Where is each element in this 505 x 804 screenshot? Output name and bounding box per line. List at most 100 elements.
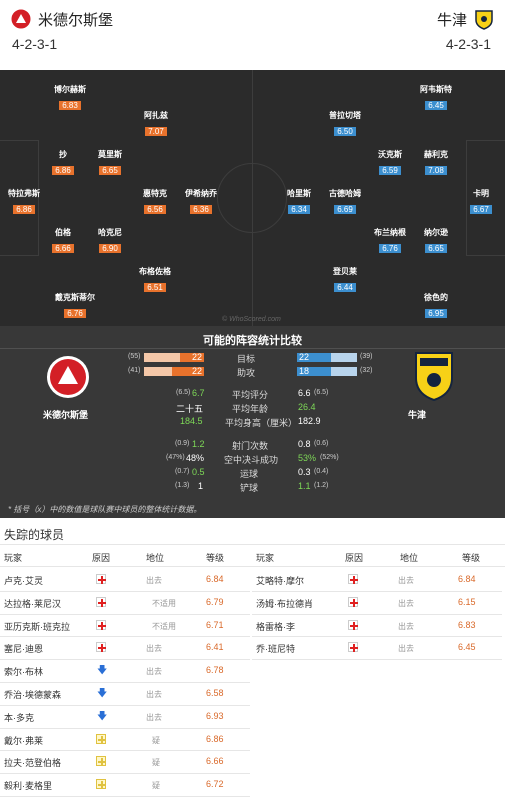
away-label: 牛津 xyxy=(408,410,427,420)
player-name[interactable]: 戴尔·弗莱 xyxy=(4,735,43,746)
injury-cross-icon xyxy=(348,642,358,653)
away-player[interactable]: 布兰纳根 6.76 xyxy=(374,227,406,256)
player-name[interactable]: 卢克·艾灵 xyxy=(4,576,43,586)
doubt-cross-icon xyxy=(96,756,106,767)
away-assists-bar xyxy=(297,367,331,376)
player-name[interactable]: 达拉格·莱尼汉 xyxy=(4,598,61,609)
player-rating: 6.58 xyxy=(206,688,224,698)
away-team[interactable]: 牛津 xyxy=(437,8,495,30)
missing-player-row[interactable]: 格雷格·李 出去 6.83 xyxy=(252,614,502,637)
away-player[interactable]: 沃克斯 6.59 xyxy=(378,149,402,178)
player-rating: 6.59 xyxy=(379,166,401,175)
shots-label: 射门次数 xyxy=(232,441,269,451)
home-player[interactable]: 阿扎兹 7.07 xyxy=(144,110,168,139)
player-name[interactable]: 艾略特·摩尔 xyxy=(256,576,304,586)
player-name[interactable]: 塞尼·迪恩 xyxy=(4,644,43,655)
col-player-away: 玩家 xyxy=(256,553,275,563)
player-name: 博尔赫斯 xyxy=(54,85,86,94)
player-status: 疑 xyxy=(152,758,160,768)
player-name: 沃克斯 xyxy=(378,150,402,159)
away-player[interactable]: 阿韦斯特 6.45 xyxy=(420,84,452,113)
home-player[interactable]: 布格佐格 6.51 xyxy=(139,266,171,295)
away-player[interactable]: 哈里斯 6.34 xyxy=(287,188,311,217)
player-name[interactable]: 乔·班尼特 xyxy=(256,644,295,655)
missing-player-row[interactable]: 乔治·埃德蒙森 🡇 出去 6.58 xyxy=(0,682,250,705)
home-penalty-box xyxy=(0,140,39,256)
missing-player-row[interactable]: 达拉格·莱尼汉 不适用 6.79 xyxy=(0,591,250,614)
player-name: 布格佐格 xyxy=(139,267,171,276)
home-player[interactable]: 伊希纳乔 6.36 xyxy=(185,188,217,217)
player-name[interactable]: 索尔·布林 xyxy=(4,667,43,678)
home-player[interactable]: 哈克尼 6.90 xyxy=(98,227,122,256)
away-player[interactable]: 纳尔逊 6.65 xyxy=(424,227,448,256)
col-rating: 等级 xyxy=(206,553,225,563)
home-player[interactable]: 博尔赫斯 6.83 xyxy=(54,84,86,113)
divider xyxy=(0,566,505,567)
missing-player-row[interactable]: 汤姆·布拉德肖 出去 6.15 xyxy=(252,591,502,614)
missing-player-row[interactable]: 戴尔·弗莱 疑 6.86 xyxy=(0,728,250,751)
home-assists-total: (41) xyxy=(128,367,141,374)
player-name: 徐色的 xyxy=(424,293,448,302)
home-team[interactable]: 米德尔斯堡 xyxy=(10,8,113,30)
away-player[interactable]: 赫利克 7.08 xyxy=(424,149,448,178)
divider xyxy=(0,750,250,752)
away-player[interactable]: 登贝莱 6.44 xyxy=(333,266,357,295)
away-player[interactable]: 普拉切塔 6.50 xyxy=(329,110,361,139)
divider xyxy=(0,544,505,545)
col-reason-away: 原因 xyxy=(345,553,364,563)
home-tackles-total: (1.3) xyxy=(175,482,190,489)
player-name[interactable]: 汤姆·布拉德肖 xyxy=(256,598,313,609)
away-tackles-total: (1.2) xyxy=(314,482,329,489)
away-avg-height: 182.9 xyxy=(298,416,321,426)
home-player[interactable]: 戴克斯蒂尔 6.76 xyxy=(55,292,95,321)
player-status: 出去 xyxy=(146,576,162,585)
player-name: 古德哈姆 xyxy=(329,189,361,198)
player-rating: 6.86 xyxy=(206,733,224,744)
player-rating: 6.84 xyxy=(206,574,224,584)
player-rating: 6.86 xyxy=(52,166,74,175)
missing-player-row[interactable]: 亚历克斯·班克拉 不适用 6.71 xyxy=(0,614,250,637)
player-name: 普拉切塔 xyxy=(329,111,361,120)
divider xyxy=(0,636,250,638)
player-rating: 6.34 xyxy=(288,205,310,214)
player-name[interactable]: 毅利·麦格里 xyxy=(4,781,52,792)
player-name[interactable]: 乔治·埃德蒙森 xyxy=(4,690,61,700)
missing-player-row[interactable]: 乔·班尼特 出去 6.45 xyxy=(252,636,502,659)
home-assists: 22 xyxy=(192,366,203,376)
missing-player-row[interactable]: 艾略特·摩尔 出去 6.84 xyxy=(252,568,502,591)
home-player[interactable]: 莫里斯 6.65 xyxy=(98,149,122,178)
missing-player-row[interactable]: 塞尼·迪恩 出去 6.41 xyxy=(0,636,250,659)
player-name[interactable]: 拉夫·范登伯格 xyxy=(4,758,61,769)
player-rating: 6.65 xyxy=(99,166,121,175)
missing-player-row[interactable]: 索尔·布林 🡇 出去 6.78 xyxy=(0,659,250,682)
player-name[interactable]: 格雷格·李 xyxy=(256,621,295,632)
player-name[interactable]: 本·多克 xyxy=(4,712,34,723)
missing-player-row[interactable]: 毅利·麦格里 疑 6.72 xyxy=(0,773,250,796)
divider xyxy=(252,659,502,661)
away-player[interactable]: 卡明 6.67 xyxy=(470,188,492,217)
away-goals: 22 xyxy=(299,352,310,362)
injury-cross-icon xyxy=(96,642,106,653)
missing-player-row[interactable]: 卢克·艾灵 出去 6.84 xyxy=(0,568,250,591)
divider xyxy=(0,613,250,615)
home-player[interactable]: 伯格 6.66 xyxy=(52,227,74,256)
missing-player-row[interactable]: 本·多克 🡇 出去 6.93 xyxy=(0,705,250,728)
away-shots-total: (0.6) xyxy=(314,440,329,447)
home-player[interactable]: 惠特克 6.56 xyxy=(143,188,167,217)
home-shots: 1.2 xyxy=(192,439,205,449)
player-rating: 6.93 xyxy=(206,710,224,721)
missing-player-row[interactable]: 拉夫·范登伯格 疑 6.66 xyxy=(0,750,250,773)
player-name: 惠特克 xyxy=(143,189,167,198)
home-goals-total: (55) xyxy=(128,353,141,360)
player-status: 疑 xyxy=(152,781,160,791)
player-status: 出去 xyxy=(398,621,414,631)
home-player[interactable]: 抄 6.86 xyxy=(52,149,74,178)
home-player[interactable]: 特拉弗斯 6.86 xyxy=(8,188,40,217)
player-name[interactable]: 亚历克斯·班克拉 xyxy=(4,621,70,632)
away-goals-bar xyxy=(297,353,331,362)
player-name: 登贝莱 xyxy=(333,267,357,276)
away-player[interactable]: 古德哈姆 6.69 xyxy=(329,188,361,217)
away-player[interactable]: 徐色的 6.95 xyxy=(424,292,448,321)
divider xyxy=(252,590,502,592)
player-status: 出去 xyxy=(398,598,414,608)
